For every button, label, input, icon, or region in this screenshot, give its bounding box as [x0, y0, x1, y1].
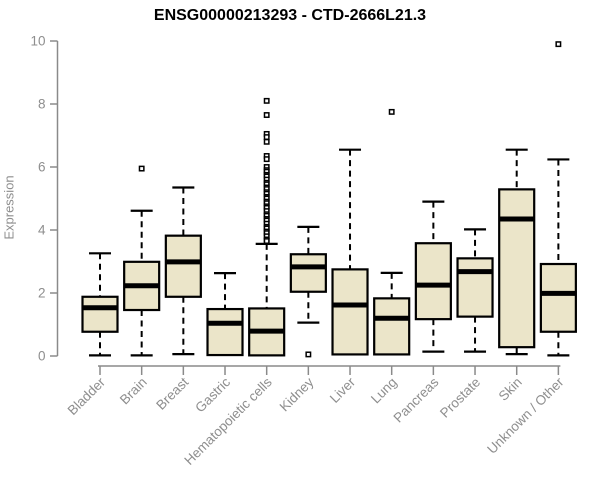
- x-tick-label: Skin: [496, 375, 525, 404]
- x-tick-label: Lung: [368, 375, 400, 407]
- box-liver[interactable]: [331, 148, 369, 356]
- x-tick-label: Unknown / Other: [484, 374, 567, 457]
- outlier-point: [388, 108, 395, 115]
- box-pancreas[interactable]: [414, 200, 452, 353]
- box-brain[interactable]: [123, 165, 161, 357]
- y-tick-label: 8: [38, 97, 46, 112]
- iqr-box: [539, 262, 577, 333]
- outlier-point: [263, 238, 270, 244]
- outlier-point: [263, 138, 270, 145]
- x-tick-label: Gastric: [192, 374, 233, 415]
- iqr-box: [164, 234, 202, 298]
- x-tick-label: Pancreas: [391, 374, 442, 425]
- x-tick-label: Bladder: [65, 374, 109, 418]
- box-skin[interactable]: [498, 148, 536, 356]
- iqr-box: [498, 188, 536, 349]
- outlier-point: [263, 156, 270, 163]
- y-tick-label: 6: [38, 160, 46, 175]
- box-kidney[interactable]: [289, 225, 327, 358]
- outlier-point: [263, 134, 270, 141]
- outlier-point: [138, 165, 145, 172]
- box-bladder[interactable]: [81, 252, 119, 357]
- x-tick-label: Kidney: [277, 374, 317, 414]
- box-breast[interactable]: [164, 186, 202, 356]
- box-gastric[interactable]: [206, 272, 244, 357]
- outlier-point: [555, 41, 562, 48]
- outlier-point: [305, 351, 312, 358]
- iqr-box: [456, 257, 494, 318]
- box-prostate[interactable]: [456, 228, 494, 353]
- x-tick-label: Breast: [153, 374, 191, 412]
- iqr-box: [81, 295, 119, 333]
- chart-title: ENSG00000213293 - CTD-2666L21.3: [153, 7, 427, 24]
- y-tick-label: 4: [38, 223, 46, 238]
- box-lung[interactable]: [373, 108, 411, 356]
- x-tick-label: Brain: [117, 375, 150, 408]
- y-tick-label: 2: [38, 286, 46, 301]
- outlier-point: [263, 97, 270, 104]
- y-tick-label: 10: [30, 34, 45, 49]
- y-tick-label: 0: [38, 349, 46, 364]
- iqr-box: [414, 242, 452, 321]
- iqr-box: [206, 307, 244, 357]
- iqr-box: [289, 253, 327, 293]
- x-tick-label: Prostate: [437, 375, 483, 421]
- outlier-point: [263, 112, 270, 118]
- box-unknown-other[interactable]: [539, 41, 577, 357]
- box-hematopoietic-cells[interactable]: [248, 97, 286, 357]
- x-tick-label: Liver: [327, 374, 359, 406]
- iqr-box: [373, 297, 411, 356]
- iqr-box: [331, 268, 369, 356]
